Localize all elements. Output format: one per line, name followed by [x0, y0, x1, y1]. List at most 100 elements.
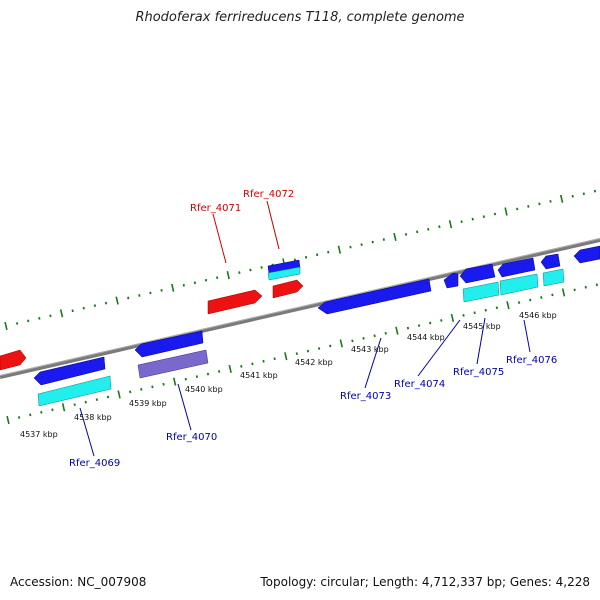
upper-track-minor-tick	[349, 245, 352, 249]
rna-feature-rfer-4076[interactable]	[542, 268, 565, 287]
upper-track-minor-tick	[160, 289, 163, 292]
lower-track-minor-tick	[351, 339, 354, 343]
upper-track-minor-tick	[27, 319, 30, 323]
upper-track-major-tick	[504, 207, 508, 216]
rna-feature-rfer-4075[interactable]	[499, 273, 539, 296]
lower-track-minor-tick	[129, 390, 132, 394]
lower-track-minor-tick	[462, 313, 465, 317]
rna-feature-rfer-4069[interactable]	[37, 375, 112, 407]
scale-label-4543: 4543 kbp	[351, 345, 389, 354]
upper-track-major-tick	[559, 194, 564, 203]
genome-backbone-highlight	[0, 238, 600, 376]
gene-label-rfer-4073[interactable]: Rfer_4073	[340, 391, 391, 402]
upper-track-minor-tick	[493, 212, 497, 216]
upper-track-minor-tick	[582, 192, 585, 196]
upper-track-minor-tick	[138, 294, 141, 297]
scale-label-4546: 4546 kbp	[519, 311, 557, 320]
gene-label-rfer-4070[interactable]: Rfer_4070	[166, 432, 217, 443]
upper-track-minor-tick	[382, 238, 385, 241]
scale-label-4540: 4540 kbp	[185, 385, 223, 394]
upper-track-major-tick	[171, 283, 175, 292]
upper-track-minor-tick	[104, 301, 108, 305]
lower-tick-track	[6, 283, 599, 425]
upper-track-minor-tick	[182, 283, 185, 287]
gene-label-rfer-4075[interactable]: Rfer_4075	[453, 367, 504, 378]
upper-track-minor-tick	[316, 253, 319, 257]
leader-line-rfer-4071	[212, 213, 227, 264]
lower-track-minor-tick	[495, 306, 499, 310]
upper-track-minor-tick	[127, 296, 130, 300]
lower-track-minor-tick	[484, 308, 487, 312]
upper-tick-track	[4, 189, 597, 331]
upper-track-minor-tick	[249, 268, 252, 272]
lower-track-major-tick	[561, 288, 566, 297]
upper-track-minor-tick	[549, 199, 552, 203]
lower-track-minor-tick	[306, 349, 310, 353]
rna-feature-rfer-4074[interactable]	[462, 281, 500, 303]
upper-track-major-tick	[4, 321, 8, 331]
lower-track-minor-tick	[140, 387, 143, 391]
gene-feature-rfer-4070[interactable]	[134, 330, 204, 358]
lower-track-minor-tick	[540, 296, 543, 299]
upper-track-minor-tick	[15, 322, 19, 325]
gene-feature-red[interactable]	[0, 349, 27, 371]
leader-line-rfer-4075	[476, 317, 486, 365]
gene-feature-rfer-4072[interactable]	[272, 279, 304, 299]
rna-feature-small[interactable]	[267, 266, 301, 281]
gene-feature-rfer-4073[interactable]	[317, 278, 432, 315]
pseudo-feature-rfer-4070[interactable]	[137, 349, 209, 379]
lower-track-minor-tick	[17, 416, 21, 419]
gene-feature-rfer-4075[interactable]	[497, 257, 536, 278]
lower-track-major-tick	[172, 377, 177, 386]
gene-label-rfer-4076[interactable]: Rfer_4076	[506, 355, 557, 366]
scale-label-4545: 4545 kbp	[463, 322, 501, 331]
lower-track-minor-tick	[251, 362, 254, 366]
lower-track-minor-tick	[573, 288, 576, 292]
lower-track-minor-tick	[73, 403, 76, 407]
lower-track-major-tick	[395, 326, 399, 335]
scale-label-4542: 4542 kbp	[295, 358, 333, 367]
leader-line-rfer-4070	[177, 383, 192, 431]
upper-track-major-tick	[337, 245, 342, 254]
upper-track-minor-tick	[82, 306, 85, 310]
gene-feature-rfer-4074a[interactable]	[443, 272, 459, 289]
upper-track-minor-tick	[427, 227, 430, 231]
upper-track-minor-tick	[404, 233, 408, 236]
scale-label-4541: 4541 kbp	[240, 371, 278, 380]
upper-track-major-tick	[448, 220, 453, 229]
gene-feature-edge[interactable]	[573, 245, 600, 264]
upper-track-minor-tick	[260, 266, 263, 269]
upper-track-minor-tick	[360, 243, 363, 246]
gene-label-rfer-4071[interactable]: Rfer_4071	[190, 203, 241, 214]
scale-label-4538: 4538 kbp	[74, 413, 112, 422]
upper-track-minor-tick	[460, 220, 463, 224]
genome-summary-text: Topology: circular; Length: 4,712,337 bp…	[260, 575, 590, 589]
upper-track-minor-tick	[327, 250, 330, 254]
gene-feature-rfer-4074[interactable]	[459, 263, 496, 284]
lower-track-minor-tick	[417, 324, 421, 327]
lower-track-minor-tick	[217, 370, 221, 373]
gene-feature-rfer-4069[interactable]	[33, 356, 106, 386]
upper-track-minor-tick	[38, 316, 41, 320]
upper-track-minor-tick	[516, 207, 519, 211]
lower-track-minor-tick	[29, 413, 32, 417]
gene-label-rfer-4072[interactable]: Rfer_4072	[243, 189, 294, 200]
gene-feature-rfer-4071[interactable]	[207, 289, 263, 315]
gene-label-rfer-4074[interactable]: Rfer_4074	[394, 379, 445, 390]
upper-track-minor-tick	[149, 291, 152, 295]
lower-track-major-tick	[61, 403, 66, 412]
leader-line-rfer-4069	[79, 407, 95, 457]
scale-label-4537: 4537 kbp	[20, 430, 58, 439]
lower-track-minor-tick	[517, 301, 521, 304]
upper-track-minor-tick	[471, 217, 474, 221]
lower-track-major-tick	[284, 352, 288, 361]
lower-track-minor-tick	[529, 298, 532, 302]
lower-track-minor-tick	[40, 410, 43, 414]
lower-track-minor-tick	[440, 319, 443, 322]
gene-label-rfer-4069[interactable]: Rfer_4069	[69, 458, 120, 469]
scale-label-4539: 4539 kbp	[129, 399, 167, 408]
gene-feature-rfer-4076[interactable]	[540, 253, 561, 270]
upper-track-minor-tick	[416, 230, 419, 234]
upper-track-minor-tick	[93, 304, 97, 308]
